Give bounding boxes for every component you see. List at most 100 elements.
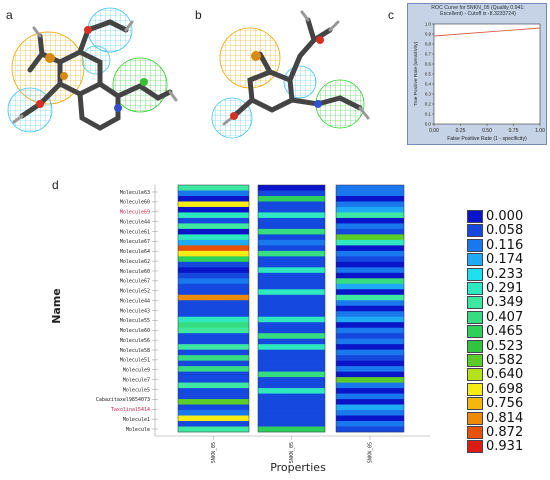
legend-label: 0.640 — [486, 367, 524, 383]
heatmap-row-label: Molecule51 — [120, 358, 150, 364]
heatmap-cell — [336, 195, 404, 202]
heatmap-cell — [178, 201, 249, 208]
legend-label: 0.233 — [486, 266, 524, 282]
heatmap-cell — [258, 239, 325, 246]
roc-title: ROC Curve for 5NKN_05 (Quality 0.941: Ex… — [408, 5, 548, 18]
heatmap-cell — [258, 195, 325, 202]
heatmap-cell — [258, 426, 325, 433]
heatmap-row-label: Molecule63 — [120, 190, 150, 196]
legend-label: 0.116 — [486, 237, 524, 253]
heatmap-cell — [336, 371, 404, 378]
heatmap-row-label: Molecule61 — [120, 229, 150, 235]
heatmap-cell — [336, 201, 404, 208]
heatmap-cell — [178, 228, 249, 235]
roc-x-tick-label: 0.00 — [429, 128, 439, 134]
legend-entry: 0.756 — [467, 396, 547, 411]
heatmap-cell — [336, 333, 404, 339]
heatmap-cell — [336, 355, 404, 361]
heatmap-y-axis-title: Name — [50, 288, 63, 324]
legend-swatch — [467, 354, 483, 367]
heatmap-cell — [178, 305, 249, 312]
heatmap-row-label: Molecule55 — [120, 318, 150, 324]
heatmap-row-label: Molecule56 — [120, 338, 150, 344]
legend-swatch — [467, 368, 483, 382]
heatmap-cell — [258, 278, 325, 285]
heatmap-cell — [336, 338, 404, 345]
roc-chart: ROC Curve for 5NKN_05 (Quality 0.941: Ex… — [407, 3, 547, 145]
legend-entry: 0.000 — [467, 209, 547, 224]
heatmap-cell — [258, 371, 325, 378]
heatmap-cell — [258, 393, 325, 400]
legend-label: 0.349 — [486, 295, 524, 311]
heatmap-cell — [178, 250, 249, 257]
legend-label: 0.465 — [486, 324, 524, 340]
heatmap-column-label: 5NKN_05 — [289, 442, 295, 463]
legend-label: 0.174 — [486, 252, 524, 268]
heatmap-cell — [336, 228, 404, 235]
heatmap-cell — [336, 223, 404, 230]
roc-y-tick-label: 1.0 — [425, 22, 432, 27]
heatmap-cell — [258, 333, 325, 339]
heatmap-cell — [336, 349, 404, 356]
heatmap-row-label: Molecule1 — [123, 417, 150, 423]
legend-label: 0.698 — [486, 381, 524, 397]
heatmap-cell — [258, 201, 325, 208]
heatmap-cell — [178, 388, 249, 394]
legend-entry: 0.407 — [467, 310, 547, 325]
legend-label: 0.872 — [486, 425, 524, 440]
heatmap-cell — [178, 311, 249, 318]
heatmap-cell — [178, 206, 249, 213]
heatmap-column-frame — [177, 184, 250, 433]
roc-x-tick-label: 0.50 — [482, 128, 492, 134]
heatmap-cell — [336, 234, 404, 241]
heatmap-row-label: Molecule43 — [120, 308, 150, 314]
heatmap-row-label: Molecule62 — [120, 259, 150, 265]
heatmap-cell — [178, 185, 249, 191]
heatmap-row-label: Taxolinal5414 — [111, 407, 150, 413]
heatmap-cell — [178, 239, 249, 246]
heatmap-cell — [178, 426, 249, 433]
heatmap-cell — [258, 261, 325, 268]
heatmap-cell — [258, 250, 325, 257]
legend-label: 0.582 — [486, 353, 524, 368]
heatmap-cell — [258, 294, 325, 301]
roc-title-line1: ROC Curve for 5NKN_05 (Quality 0.941: — [431, 5, 525, 11]
heatmap-cell — [258, 256, 325, 263]
heatmap-cell — [336, 294, 404, 301]
heatmap-cell — [178, 195, 249, 202]
heatmap-cell — [336, 311, 404, 318]
roc-y-tick-label: 0.8 — [425, 42, 432, 47]
legend-swatch — [467, 382, 483, 396]
panel-label-c: c — [388, 8, 394, 22]
legend-entry: 0.582 — [467, 353, 547, 368]
heatmap-cell — [258, 190, 325, 197]
roc-curve — [433, 27, 541, 37]
roc-y-tick-label: 0.2 — [425, 102, 432, 107]
legend-label: 0.000 — [486, 209, 524, 224]
heatmap-cell — [178, 327, 249, 334]
heatmap-cell — [258, 316, 325, 323]
heatmap-cell — [258, 344, 325, 350]
heatmap-cell — [258, 217, 325, 224]
roc-y-tick-label: 0.9 — [425, 32, 432, 37]
heatmap-cell — [178, 355, 249, 361]
heatmap-row-label: Molecule52 — [120, 289, 150, 295]
heatmap-cell — [336, 360, 404, 367]
roc-y-tick-label: 0.7 — [425, 52, 432, 57]
heatmap-cell — [258, 212, 325, 219]
heatmap-cell — [258, 311, 325, 318]
heatmap-cell — [178, 289, 249, 296]
heatmap-row-label: Cabazitaxel9854073 — [96, 397, 150, 403]
heatmap-cell — [336, 305, 404, 312]
heatmap-cell — [258, 327, 325, 334]
heatmap-row-label: Molecule44 — [120, 298, 150, 304]
legend-swatch — [467, 397, 483, 411]
legend-entry: 0.640 — [467, 367, 547, 382]
legend-entry: 0.931 — [467, 439, 547, 454]
heatmap-cell — [336, 272, 404, 279]
legend-swatch — [467, 339, 483, 353]
roc-y-tick-label: 0.0 — [425, 122, 432, 127]
heatmap-cell — [178, 382, 249, 389]
legend-swatch — [467, 282, 483, 295]
